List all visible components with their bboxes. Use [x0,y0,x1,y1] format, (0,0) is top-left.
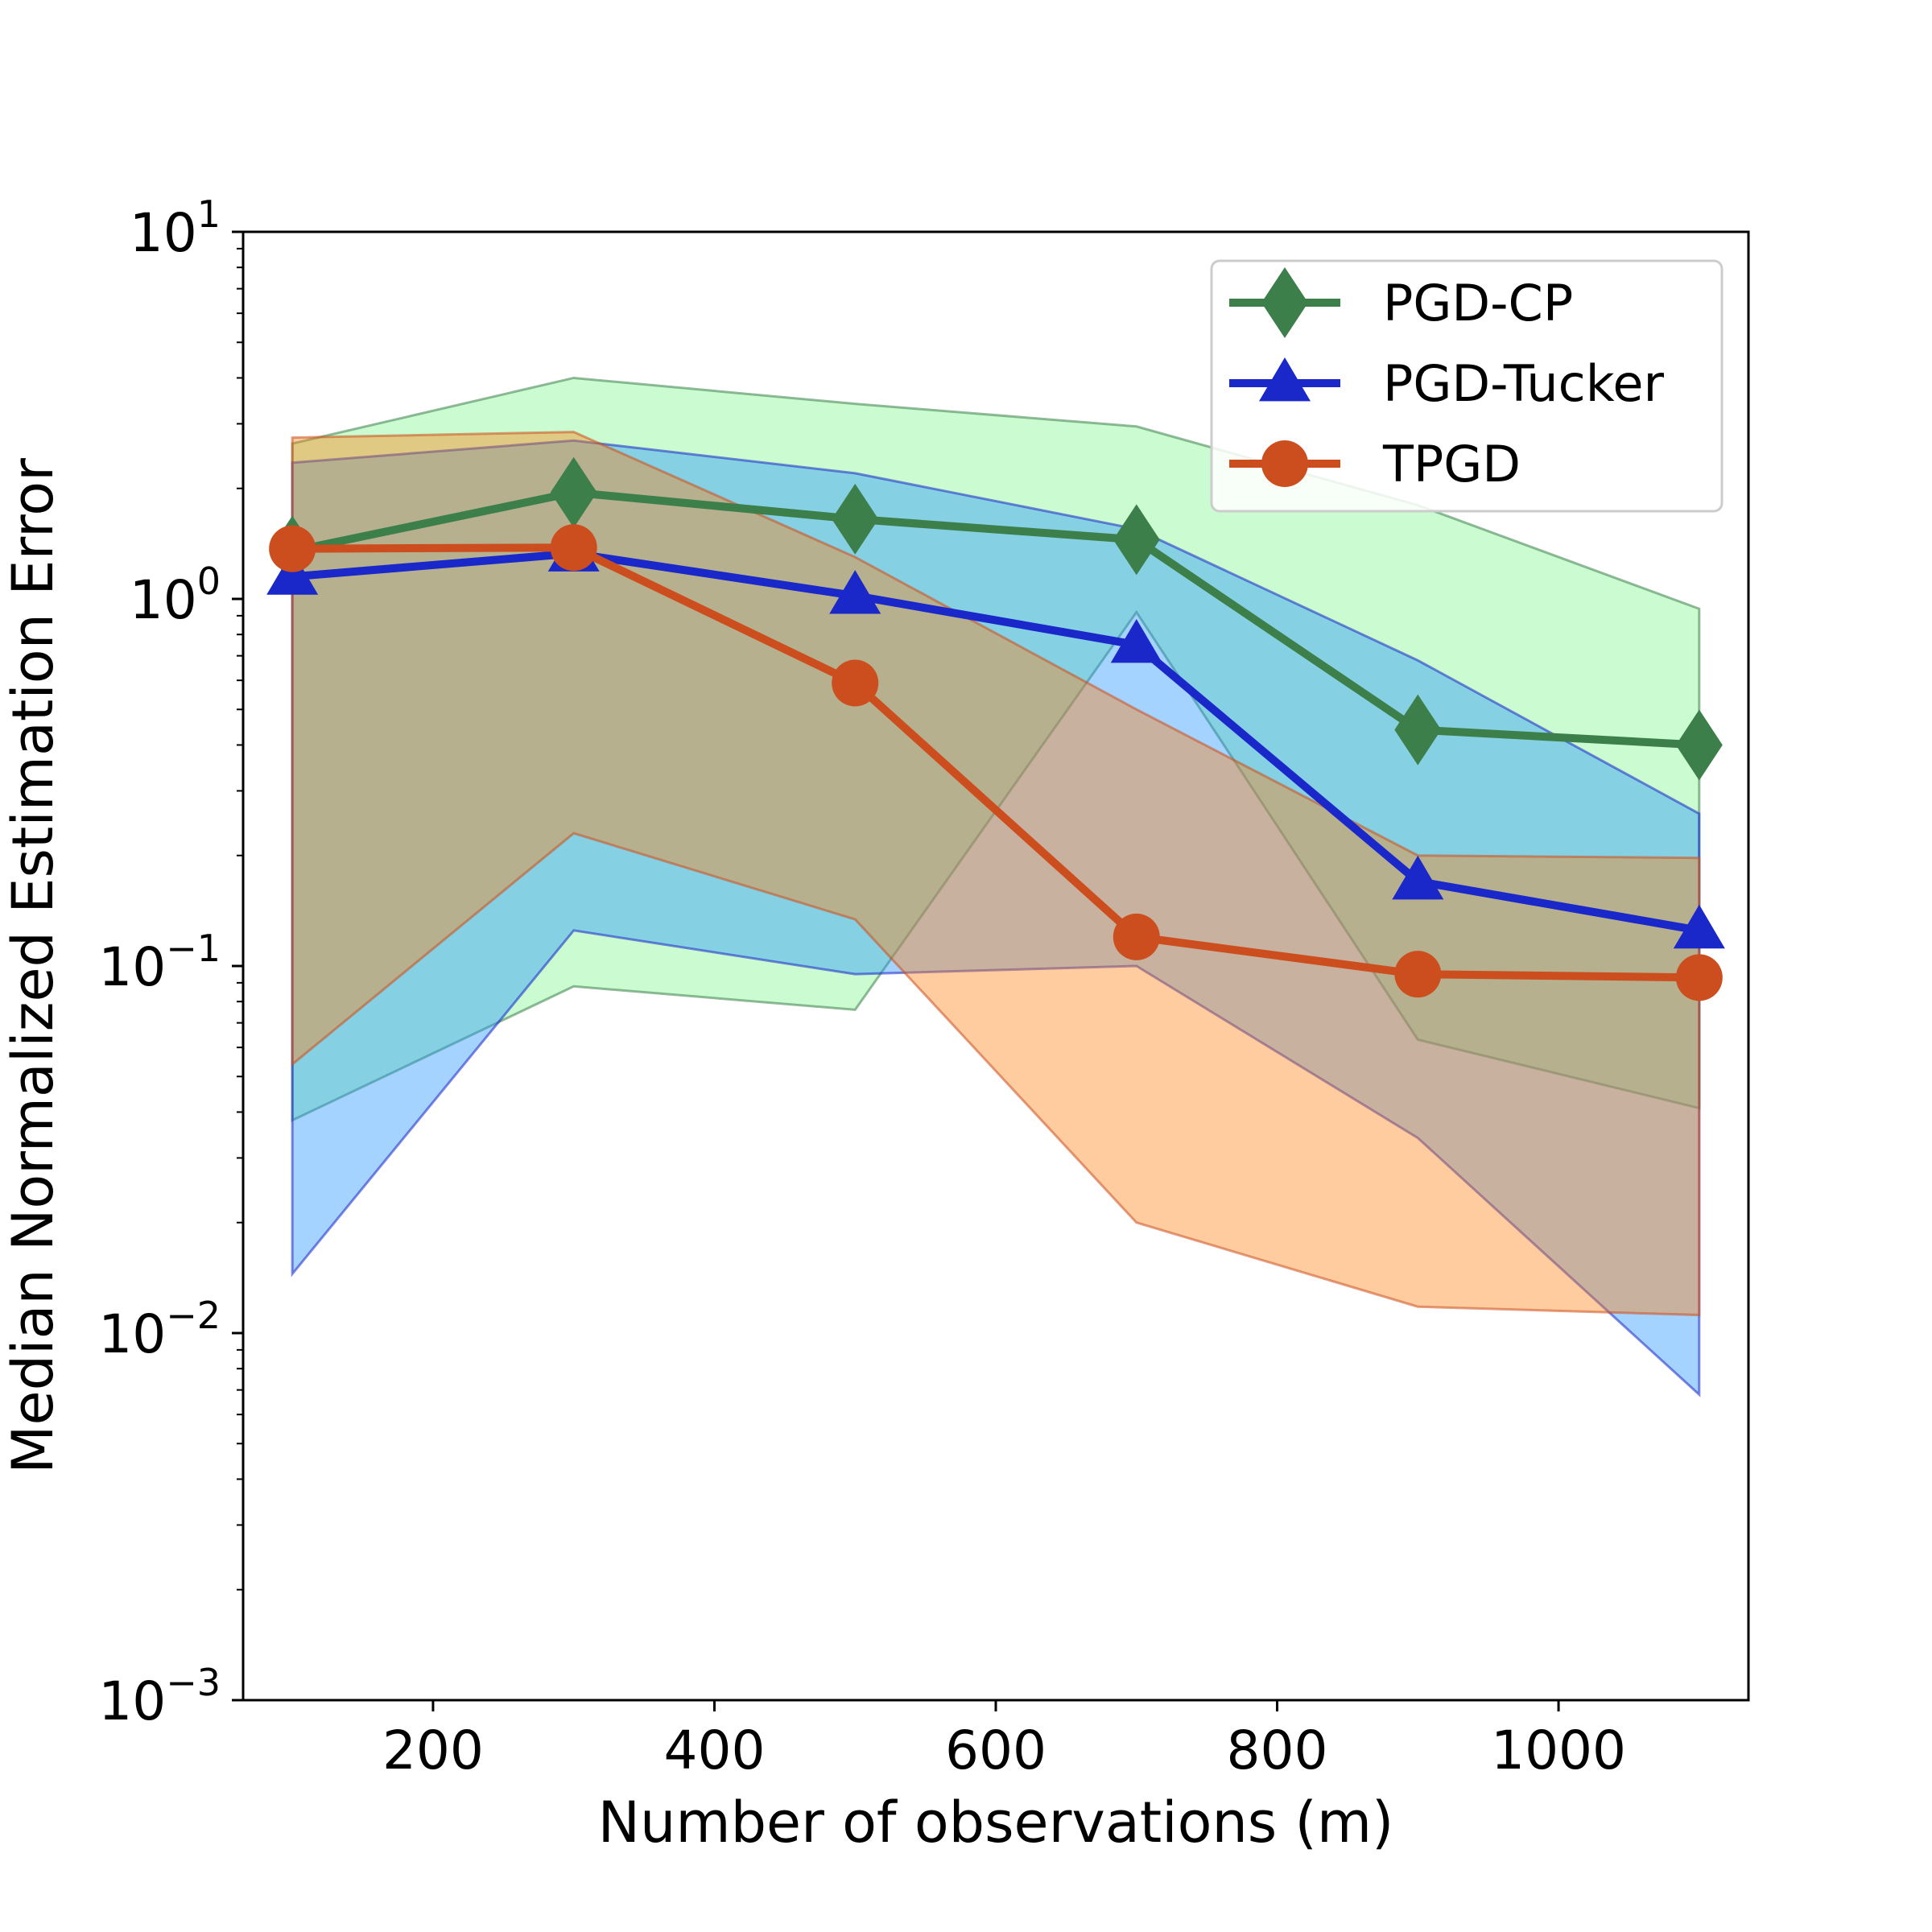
pgd-cp-point [550,456,597,528]
legend-box [1210,259,1724,513]
y-tick-label: 100 [130,559,221,631]
tpgd-point [1675,954,1723,1001]
series-lines [266,456,1725,1001]
x-tick-label: 1000 [1491,1719,1626,1781]
pgd-cp-point [1675,709,1723,781]
tpgd-band [291,431,1701,1317]
pgd-cp-point [832,483,879,555]
x-tick-label: 400 [663,1719,765,1781]
x-axis-label: Number of observations (m) [598,1790,1394,1856]
y-tick-label: 10−3 [98,1661,221,1732]
tpgd-point [1113,913,1160,960]
legend-marker-pgd-cp [1261,267,1308,338]
pgd-tucker-point [266,551,319,595]
pgd-tucker-line [291,549,1700,935]
legend-marker-pgd-tucker [1259,357,1311,402]
legend-label-pgd-cp: PGD-CP [1383,274,1573,332]
pgd-cp-line [291,488,1700,749]
legend-label-tpgd: TPGD [1382,435,1521,493]
pgd-cp-point [1394,694,1442,766]
y-tick-label: 10−2 [98,1294,221,1365]
y-tick-label: 101 [130,192,221,264]
tpgd-point [269,525,316,572]
tpgd-point [550,524,597,572]
tpgd-point [1394,951,1442,998]
y-tick-label: 10−1 [98,927,221,998]
pgd-tucker-point [1673,904,1725,949]
pgd-cp-point [1113,504,1160,576]
x-tick-label: 200 [382,1719,484,1781]
pgd-tucker-point [829,570,881,614]
legend-label-pgd-tucker: PGD-Tucker [1383,354,1665,413]
axis-ticks: 200 400 600 800 1000 10−3 10−2 10−1 100 101 [98,192,1626,1781]
legend-marker-tpgd [1261,440,1308,487]
tpgd-line [292,543,1699,982]
x-tick-label: 800 [1227,1719,1328,1781]
pgd-tucker-point [1110,618,1162,663]
x-tick-label: 600 [945,1719,1046,1781]
legend: PGD-CP PGD-Tucker TPGD [1210,259,1724,513]
tpgd-point [832,659,879,707]
pgd-tucker-point [1392,855,1444,900]
y-axis-label: Median Normalized Estimation Error [0,458,66,1474]
